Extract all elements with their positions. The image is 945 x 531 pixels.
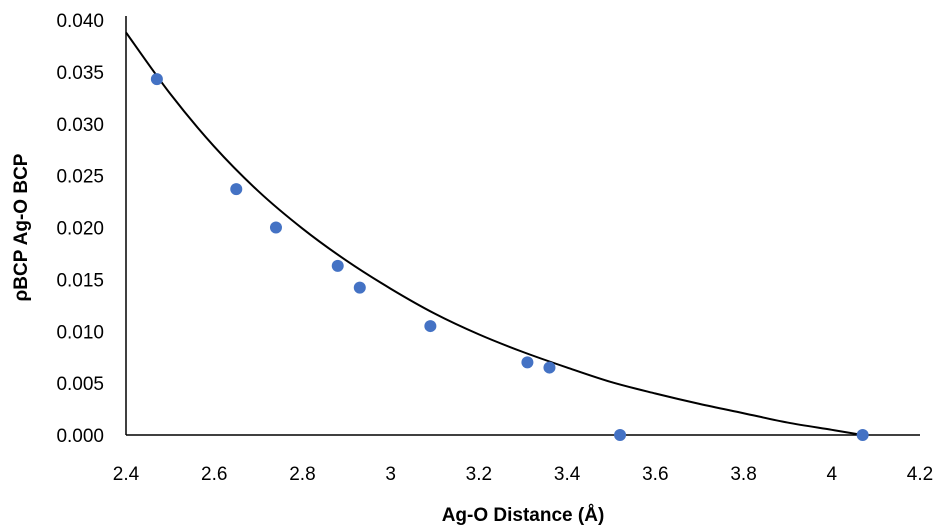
y-tick-label: 0.015 xyxy=(56,270,104,291)
y-tick-labels: 0.000 0.005 0.010 0.015 0.020 0.025 0.030 0.035… xyxy=(56,11,104,447)
data-point xyxy=(150,73,163,86)
data-points xyxy=(150,73,869,441)
data-point xyxy=(230,183,243,196)
x-tick-labels: 2.4 2.6 2.8 3 3.2 3.4 3.6 3.8 4 4.2 xyxy=(113,464,933,485)
x-tick-label: 3 xyxy=(385,464,396,485)
x-axis-title: Ag-O Distance (Å) xyxy=(442,505,605,526)
y-tick-label: 0.000 xyxy=(56,426,104,447)
data-point xyxy=(269,221,282,234)
x-tick-label: 4 xyxy=(826,464,837,485)
x-tick-label: 3.8 xyxy=(730,464,756,485)
y-tick-label: 0.005 xyxy=(56,374,104,395)
x-tick-label: 3.2 xyxy=(466,464,492,485)
y-tick-label: 0.040 xyxy=(56,11,104,32)
data-point xyxy=(521,356,534,369)
axes xyxy=(125,16,920,436)
x-tick-label: 4.2 xyxy=(907,464,933,485)
x-tick-label: 2.8 xyxy=(289,464,315,485)
x-tick-label: 2.6 xyxy=(201,464,227,485)
y-tick-label: 0.035 xyxy=(56,63,104,84)
x-tick-label: 3.6 xyxy=(642,464,668,485)
y-tick-label: 0.025 xyxy=(56,167,104,188)
x-tick-label: 3.4 xyxy=(554,464,581,485)
data-point xyxy=(353,281,366,294)
y-tick-label: 0.010 xyxy=(56,322,104,343)
data-point xyxy=(856,429,869,441)
y-axis-title: ρBCP Ag-O BCP xyxy=(11,153,32,301)
trendline xyxy=(125,31,863,436)
data-point xyxy=(331,259,344,272)
data-point xyxy=(424,320,437,333)
y-tick-label: 0.020 xyxy=(56,219,104,240)
x-tick-label: 2.4 xyxy=(113,464,140,485)
data-point xyxy=(614,429,627,441)
data-point xyxy=(543,361,556,374)
y-tick-label: 0.030 xyxy=(56,115,104,136)
